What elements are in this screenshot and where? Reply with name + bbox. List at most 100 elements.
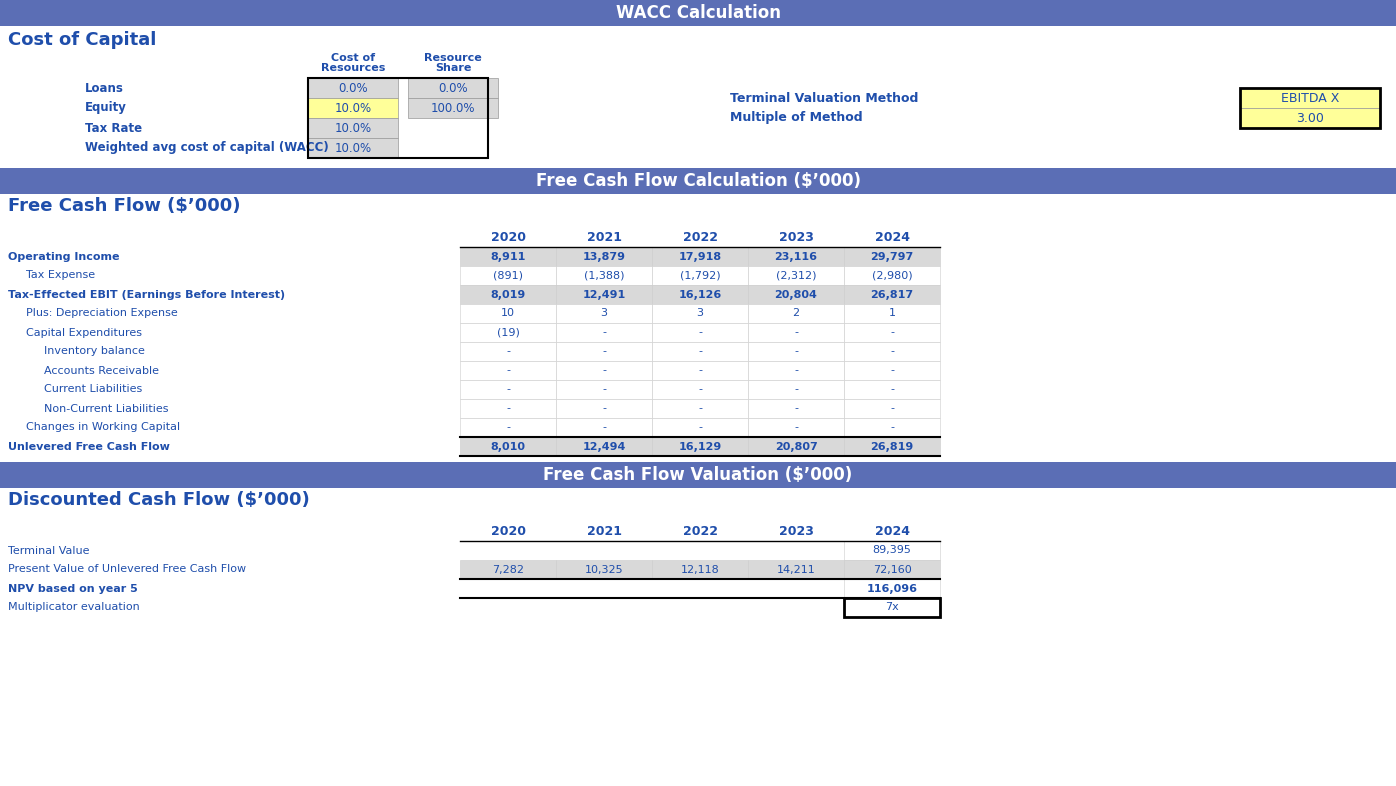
Bar bbox=[652, 361, 748, 380]
Text: -: - bbox=[505, 423, 510, 432]
Text: Cost of: Cost of bbox=[331, 53, 376, 63]
Text: 2022: 2022 bbox=[683, 525, 718, 538]
Text: 20,804: 20,804 bbox=[775, 289, 818, 299]
Text: 7x: 7x bbox=[885, 603, 899, 612]
Text: Terminal Valuation Method: Terminal Valuation Method bbox=[730, 91, 919, 105]
Bar bbox=[556, 560, 652, 579]
Bar bbox=[748, 304, 845, 323]
Bar bbox=[461, 285, 556, 304]
Text: -: - bbox=[698, 384, 702, 395]
Bar bbox=[556, 323, 652, 342]
Bar bbox=[461, 361, 556, 380]
Text: NPV based on year 5: NPV based on year 5 bbox=[8, 583, 138, 593]
Text: 10.0%: 10.0% bbox=[335, 122, 371, 134]
Text: Multiple of Method: Multiple of Method bbox=[730, 112, 863, 124]
Text: Resource: Resource bbox=[424, 53, 482, 63]
Text: Accounts Receivable: Accounts Receivable bbox=[45, 365, 159, 376]
Bar bbox=[1240, 88, 1381, 128]
Bar bbox=[748, 247, 845, 266]
Bar bbox=[556, 399, 652, 418]
Bar bbox=[748, 418, 845, 437]
Text: 8,019: 8,019 bbox=[490, 289, 526, 299]
Text: Inventory balance: Inventory balance bbox=[45, 347, 145, 357]
Bar bbox=[652, 418, 748, 437]
Bar bbox=[461, 323, 556, 342]
Bar bbox=[556, 380, 652, 399]
Text: 2023: 2023 bbox=[779, 525, 814, 538]
Text: 7,282: 7,282 bbox=[491, 564, 524, 575]
Text: 20,807: 20,807 bbox=[775, 442, 818, 451]
Text: 16,129: 16,129 bbox=[678, 442, 722, 451]
Text: 14,211: 14,211 bbox=[776, 564, 815, 575]
Bar bbox=[845, 598, 940, 617]
Text: EBITDA X: EBITDA X bbox=[1280, 91, 1339, 105]
Bar bbox=[845, 399, 940, 418]
Bar bbox=[845, 361, 940, 380]
Bar bbox=[845, 285, 940, 304]
Bar bbox=[652, 380, 748, 399]
Bar bbox=[845, 304, 940, 323]
Text: (1,792): (1,792) bbox=[680, 270, 720, 281]
Bar bbox=[845, 342, 940, 361]
Text: Changes in Working Capital: Changes in Working Capital bbox=[27, 423, 180, 432]
Text: 12,491: 12,491 bbox=[582, 289, 625, 299]
Text: Operating Income: Operating Income bbox=[8, 252, 120, 262]
Text: Resources: Resources bbox=[321, 63, 385, 73]
Text: 89,395: 89,395 bbox=[872, 545, 912, 556]
Text: 8,911: 8,911 bbox=[490, 252, 526, 262]
Bar bbox=[0, 462, 1396, 488]
Text: -: - bbox=[891, 365, 893, 376]
Text: 26,819: 26,819 bbox=[870, 442, 913, 451]
Bar bbox=[1240, 88, 1381, 108]
Text: 29,797: 29,797 bbox=[870, 252, 913, 262]
Text: -: - bbox=[602, 328, 606, 337]
Bar bbox=[556, 342, 652, 361]
Text: -: - bbox=[505, 403, 510, 413]
Bar bbox=[309, 78, 489, 158]
Bar bbox=[309, 138, 398, 158]
Text: -: - bbox=[794, 403, 799, 413]
Text: (891): (891) bbox=[493, 270, 524, 281]
Text: -: - bbox=[891, 347, 893, 357]
Text: 100.0%: 100.0% bbox=[431, 101, 475, 115]
Bar bbox=[461, 560, 556, 579]
Text: Free Cash Flow Calculation ($’000): Free Cash Flow Calculation ($’000) bbox=[536, 172, 860, 190]
Bar bbox=[408, 78, 498, 98]
Text: Current Liabilities: Current Liabilities bbox=[45, 384, 142, 395]
Bar bbox=[652, 437, 748, 456]
Text: 10.0%: 10.0% bbox=[335, 101, 371, 115]
Bar bbox=[461, 266, 556, 285]
Text: Plus: Depreciation Expense: Plus: Depreciation Expense bbox=[27, 308, 177, 318]
Text: Loans: Loans bbox=[85, 82, 124, 94]
Text: -: - bbox=[505, 384, 510, 395]
Bar bbox=[748, 285, 845, 304]
Text: 0.0%: 0.0% bbox=[338, 82, 367, 94]
Text: 2020: 2020 bbox=[490, 231, 525, 244]
Text: 10,325: 10,325 bbox=[585, 564, 623, 575]
Bar bbox=[652, 266, 748, 285]
Bar bbox=[1240, 108, 1381, 128]
Bar bbox=[556, 437, 652, 456]
Text: -: - bbox=[602, 347, 606, 357]
Bar bbox=[652, 560, 748, 579]
Bar bbox=[748, 437, 845, 456]
Bar bbox=[748, 342, 845, 361]
Bar bbox=[556, 285, 652, 304]
Text: 10.0%: 10.0% bbox=[335, 141, 371, 155]
Bar bbox=[461, 399, 556, 418]
Bar bbox=[309, 78, 398, 98]
Bar bbox=[556, 304, 652, 323]
Bar bbox=[461, 437, 556, 456]
Text: 2021: 2021 bbox=[586, 525, 621, 538]
Text: -: - bbox=[602, 403, 606, 413]
Text: Equity: Equity bbox=[85, 101, 127, 115]
Bar bbox=[845, 418, 940, 437]
Text: Present Value of Unlevered Free Cash Flow: Present Value of Unlevered Free Cash Flo… bbox=[8, 564, 246, 575]
Bar bbox=[845, 266, 940, 285]
Bar bbox=[652, 247, 748, 266]
Text: 72,160: 72,160 bbox=[872, 564, 912, 575]
Bar bbox=[0, 168, 1396, 194]
Text: Tax-Effected EBIT (Earnings Before Interest): Tax-Effected EBIT (Earnings Before Inter… bbox=[8, 289, 285, 299]
Bar bbox=[748, 399, 845, 418]
Text: 2: 2 bbox=[793, 308, 800, 318]
